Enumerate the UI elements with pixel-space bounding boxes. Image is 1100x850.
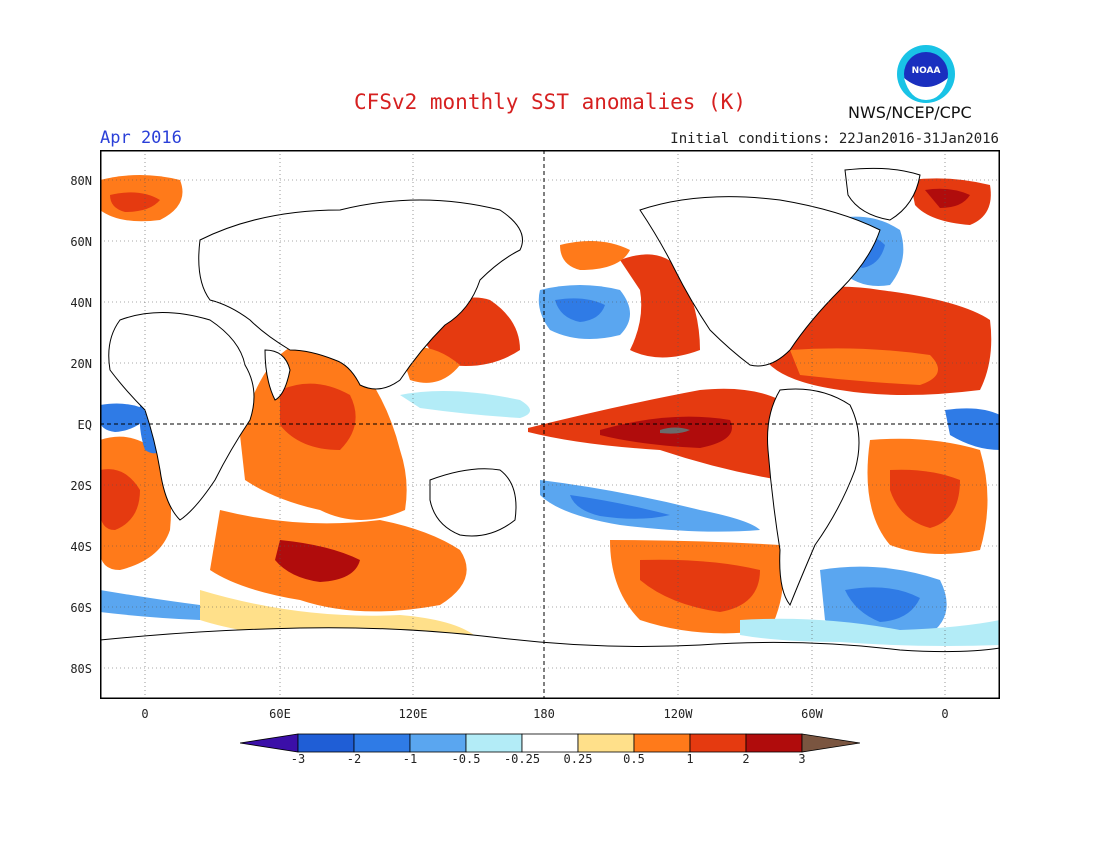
lon-label-0-east: 0 (941, 707, 949, 721)
colorbar-label: 1 (686, 752, 694, 766)
colorbar-swatch (689, 733, 747, 753)
map-title: CFSv2 monthly SST anomalies (K) (354, 90, 746, 114)
colorbar-label: 0.25 (563, 752, 593, 766)
forecast-month: Apr 2016 (100, 128, 182, 148)
south-america-land (767, 388, 860, 606)
colorbar-under-arrow (240, 733, 299, 753)
australia-land (429, 468, 517, 537)
lat-label-80s: 80S (70, 662, 92, 676)
lat-label-80n: 80N (70, 174, 92, 188)
colorbar-swatch (745, 733, 803, 753)
lon-label-180: 180 (533, 707, 555, 721)
colorbar-label: -0.5 (451, 752, 481, 766)
colorbar-swatch (577, 733, 635, 753)
lat-label-eq: EQ (77, 418, 92, 432)
logo-text: NOAA (912, 66, 941, 76)
lon-label-0-west: 0 (141, 707, 149, 721)
lat-label-40s: 40S (70, 540, 92, 554)
lon-label-60e: 60E (269, 707, 291, 721)
lat-label-60s: 60S (70, 601, 92, 615)
colorbar-label: 3 (798, 752, 806, 766)
colorbar-label: -3 (290, 752, 306, 766)
colorbar-label: 2 (742, 752, 750, 766)
lon-label-120w: 120W (663, 707, 693, 721)
agency-label: NWS/NCEP/CPC (848, 103, 972, 122)
lon-label-60w: 60W (801, 707, 823, 721)
colorbar-label: -2 (346, 752, 362, 766)
southern-ocean-cool (100, 590, 200, 620)
africa-land (108, 312, 255, 521)
lat-label-40n: 40N (70, 296, 92, 310)
colorbar-label: -0.25 (503, 752, 541, 766)
south-pacific-cool (540, 480, 760, 532)
initial-conditions: Initial conditions: 22Jan2016-31Jan2016 (670, 131, 999, 147)
lat-label-60n: 60N (70, 235, 92, 249)
colorbar-label: 0.5 (623, 752, 645, 766)
colorbar-swatch (521, 733, 579, 753)
colorbar-swatch (297, 733, 355, 753)
eurasia-land (198, 199, 523, 390)
lon-label-120e: 120E (398, 707, 428, 721)
colorbar-swatch (353, 733, 411, 753)
greenland-land (844, 167, 921, 221)
sst-anomaly-map (100, 150, 1000, 699)
lat-label-20s: 20S (70, 479, 92, 493)
india-land (264, 349, 291, 401)
antarctica-land (100, 627, 1000, 699)
colorbar-label: -1 (402, 752, 418, 766)
north-america-land (639, 196, 881, 367)
colorbar-over-arrow (801, 733, 860, 753)
noaa-logo-icon: NOAA (897, 45, 955, 103)
lat-label-20n: 20N (70, 357, 92, 371)
colorbar (240, 733, 860, 753)
colorbar-swatch (409, 733, 467, 753)
gulf-of-guinea-cool (945, 408, 1000, 450)
colorbar-swatch (465, 733, 523, 753)
colorbar-swatch (633, 733, 691, 753)
